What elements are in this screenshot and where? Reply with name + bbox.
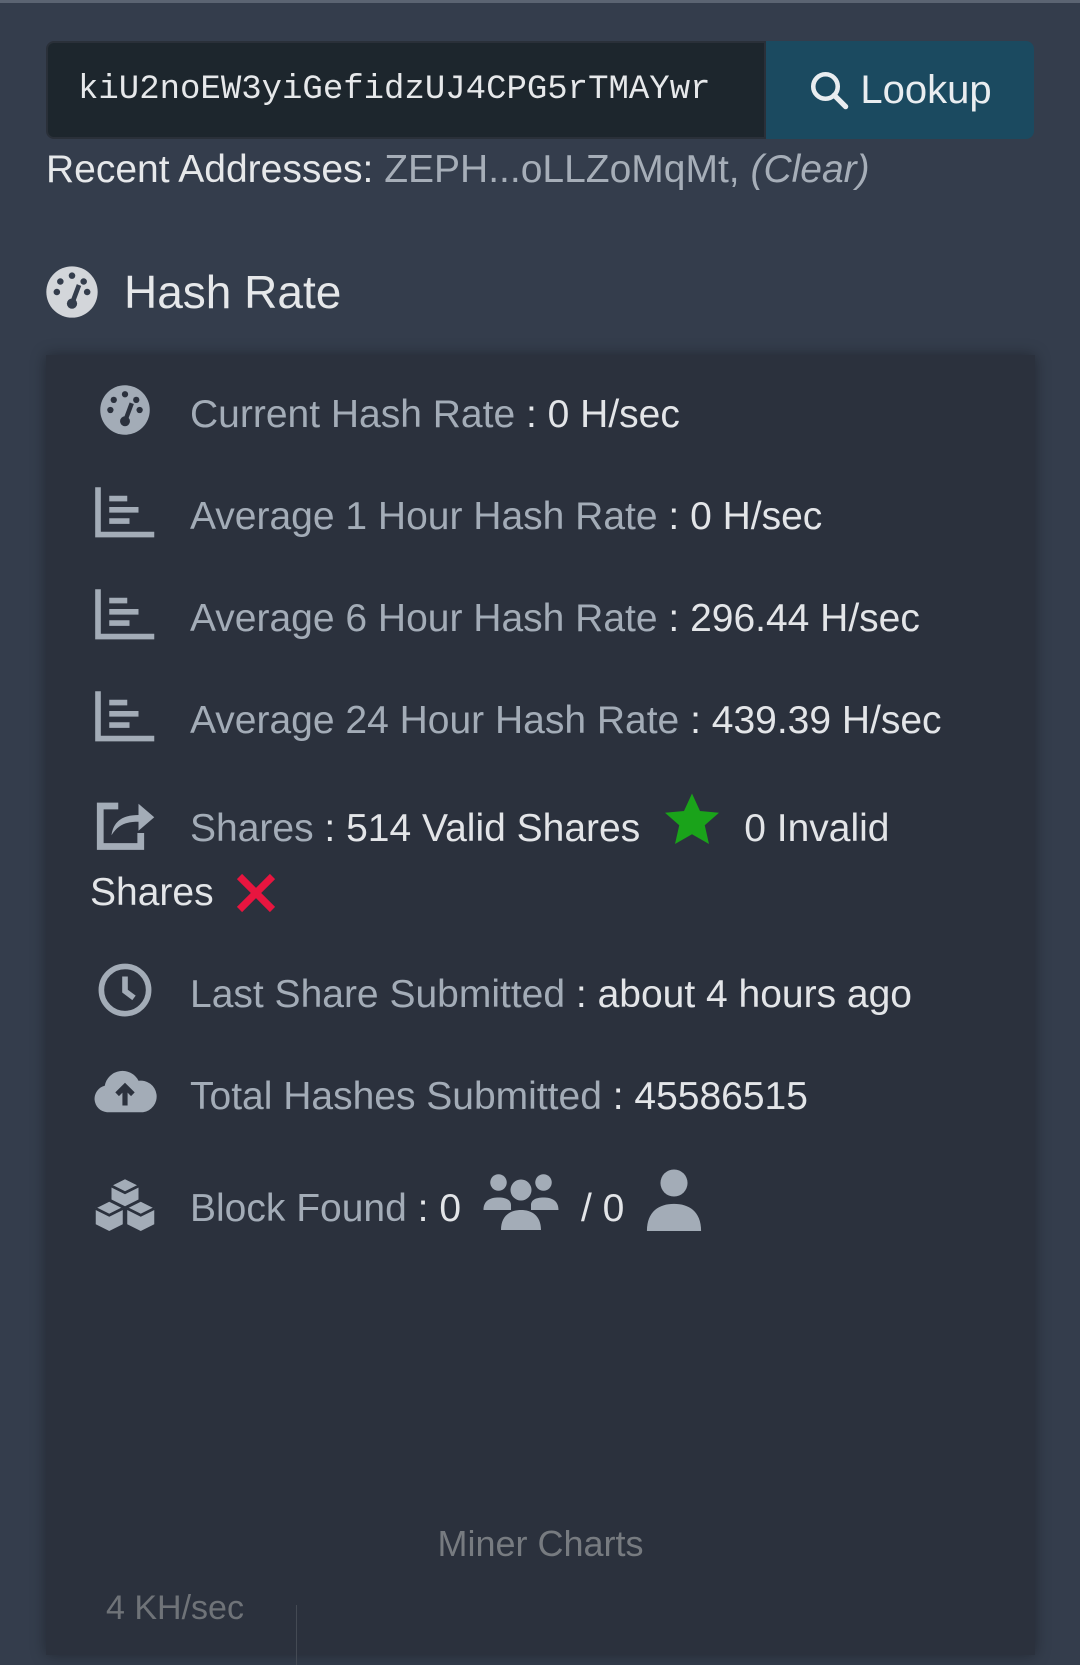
chart-y-axis [296,1605,297,1665]
recent-label: Recent Addresses: [46,148,374,191]
recent-address-link[interactable]: ZEPH...oLLZoMqMt, [384,148,740,191]
clear-recent-link[interactable]: (Clear) [750,148,870,191]
section-title: Hash Rate [124,266,342,318]
tachometer-icon [100,385,150,435]
star-icon [665,793,720,844]
miner-charts-title: Miner Charts [437,1523,644,1564]
lookup-button[interactable]: Lookup [766,41,1034,139]
hash-rate-card: Current Hash Rate : 0 H/sec Average 1 Ho… [46,355,1035,1665]
users-icon [483,1174,559,1230]
search-icon [811,71,849,110]
stat-avg-1h: Average 1 Hour Hash Rate : 0 H/sec [90,485,990,549]
clock-icon [98,963,152,1017]
share-icon [96,802,155,850]
section-heading: Hash Rate [44,264,341,320]
address-input[interactable] [46,41,766,139]
chart-bar-icon [95,487,155,538]
chart-bar-icon [95,589,155,640]
recent-addresses: Recent Addresses: ZEPH...oLLZoMqMt, (Cle… [46,148,870,192]
stat-blocks-found: Block Found : 0/ 0 [90,1167,990,1241]
chart-bar-icon [95,691,155,742]
stat-last-share: Last Share Submitted : about 4 hours ago [90,963,990,1027]
lookup-label: Lookup [860,67,992,112]
x-icon [236,873,275,913]
stat-total-hashes: Total Hashes Submitted : 45586515 [90,1065,990,1129]
cubes-icon [95,1179,155,1231]
stat-avg-24h: Average 24 Hour Hash Rate : 439.39 H/sec [90,689,990,753]
address-lookup: Lookup [46,41,1034,139]
stat-current-hash-rate: Current Hash Rate : 0 H/sec [90,383,990,447]
user-icon [647,1169,702,1231]
tachometer-icon [46,266,98,318]
stat-shares: Shares : 514 Valid Shares 0 Invalid Share… [90,791,990,925]
chart-y-tick: 4 KH/sec [106,1589,244,1627]
stat-avg-6h: Average 6 Hour Hash Rate : 296.44 H/sec [90,587,990,651]
top-border [0,0,1080,3]
cloud-upload-icon [94,1070,157,1113]
